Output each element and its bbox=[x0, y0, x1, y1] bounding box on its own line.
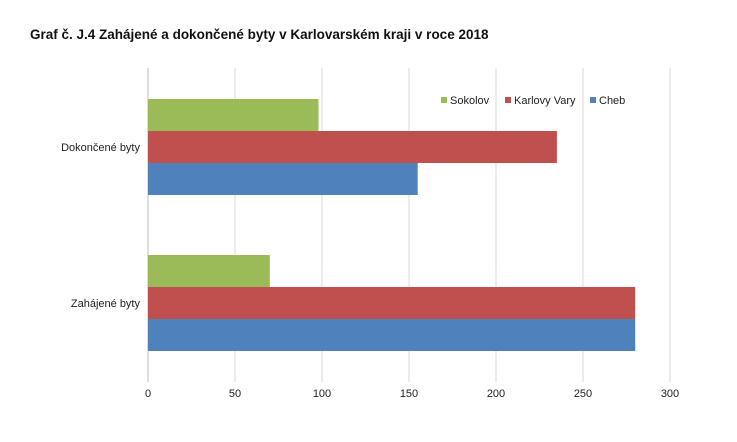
legend-label: Cheb bbox=[599, 95, 625, 107]
legend-swatch bbox=[441, 97, 447, 103]
x-tick-label: 200 bbox=[487, 388, 505, 400]
bar-karlovy-vary-1 bbox=[148, 287, 636, 319]
legend-label: Karlovy Vary bbox=[514, 95, 576, 107]
bar-karlovy-vary-0 bbox=[148, 131, 557, 163]
x-tick-label: 150 bbox=[400, 388, 418, 400]
legend-label: Sokolov bbox=[450, 95, 490, 107]
x-tick-labels: 0 50 100 150 200 250 300 bbox=[145, 388, 679, 400]
x-tick-label: 250 bbox=[574, 388, 592, 400]
legend-swatch bbox=[505, 97, 511, 103]
bar-sokolov-1 bbox=[148, 255, 270, 287]
category-label: Dokončené byty bbox=[61, 142, 140, 154]
category-labels: Dokončené byty Zahájené byty bbox=[61, 142, 140, 310]
chart-title: Graf č. J.4 Zahájené a dokončené byty v … bbox=[30, 27, 489, 42]
bars-group bbox=[148, 99, 636, 351]
bar-cheb-0 bbox=[148, 163, 418, 195]
x-tick-label: 100 bbox=[313, 388, 331, 400]
legend-swatch bbox=[590, 97, 596, 103]
legend: Sokolov Karlovy Vary Cheb bbox=[441, 95, 625, 107]
x-tick-label: 300 bbox=[661, 388, 679, 400]
x-tick-label: 0 bbox=[145, 388, 151, 400]
bar-cheb-1 bbox=[148, 319, 636, 351]
bar-sokolov-0 bbox=[148, 99, 319, 131]
category-label: Zahájené byty bbox=[71, 298, 141, 310]
x-tick-label: 50 bbox=[229, 388, 241, 400]
